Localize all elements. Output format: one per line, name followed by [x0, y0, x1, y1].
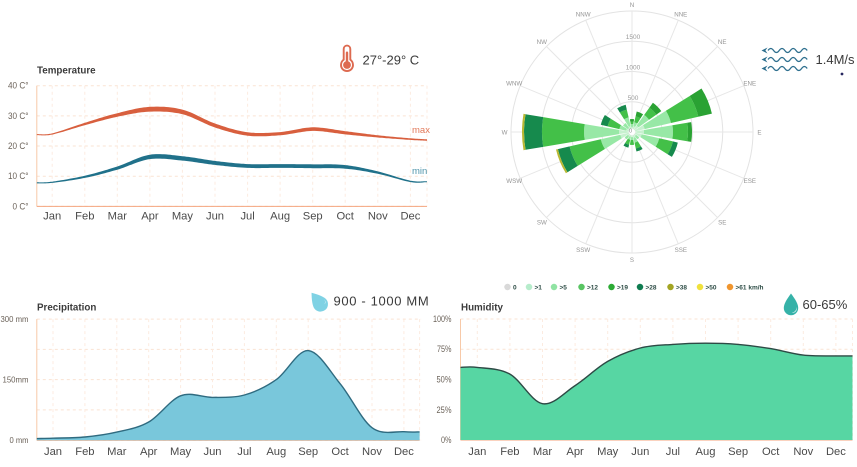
svg-text:Oct: Oct	[762, 446, 780, 458]
svg-text:Dec: Dec	[394, 446, 414, 458]
svg-text:40 C°: 40 C°	[8, 81, 29, 91]
svg-text:min: min	[412, 166, 427, 177]
svg-text:Dec: Dec	[400, 211, 420, 223]
svg-text:0: 0	[629, 129, 632, 135]
svg-text:0 mm: 0 mm	[10, 435, 29, 445]
svg-text:10 C°: 10 C°	[8, 171, 29, 181]
svg-text:NW: NW	[537, 39, 547, 46]
svg-text:NNW: NNW	[576, 12, 591, 19]
svg-text:60-65%: 60-65%	[803, 297, 848, 312]
svg-text:>5: >5	[560, 285, 568, 292]
svg-text:100%: 100%	[433, 314, 452, 324]
svg-text:>19: >19	[617, 285, 628, 292]
svg-text:1500: 1500	[626, 34, 641, 41]
svg-text:500: 500	[628, 95, 639, 102]
svg-text:30 C°: 30 C°	[8, 111, 29, 121]
svg-text:>50: >50	[706, 285, 717, 292]
svg-text:25%: 25%	[437, 405, 452, 415]
svg-text:900 - 1000 MM: 900 - 1000 MM	[334, 294, 430, 309]
svg-text:May: May	[597, 446, 619, 458]
svg-text:Aug: Aug	[266, 446, 286, 458]
svg-text:Apr: Apr	[141, 211, 159, 223]
svg-text:NNE: NNE	[674, 12, 687, 19]
svg-text:150mm: 150mm	[3, 375, 29, 385]
svg-text:Jun: Jun	[206, 211, 224, 223]
svg-text:Humidity: Humidity	[461, 303, 503, 314]
svg-text:0 C°: 0 C°	[13, 201, 29, 211]
svg-text:20 C°: 20 C°	[8, 141, 29, 151]
svg-text:Nov: Nov	[368, 211, 388, 223]
svg-text:SSE: SSE	[675, 247, 687, 254]
svg-text:1000: 1000	[626, 65, 641, 72]
svg-text:Precipitation: Precipitation	[37, 303, 96, 314]
svg-text:max: max	[412, 125, 430, 136]
svg-text:ENE: ENE	[743, 81, 756, 88]
svg-text:>61 km/h: >61 km/h	[736, 285, 764, 292]
svg-text:>28: >28	[646, 285, 657, 292]
svg-text:N: N	[630, 2, 634, 9]
svg-text:300 mm: 300 mm	[1, 314, 29, 324]
svg-text:>1: >1	[535, 285, 543, 292]
svg-text:Sep: Sep	[728, 446, 748, 458]
svg-text:May: May	[172, 211, 194, 223]
svg-text:Jun: Jun	[631, 446, 649, 458]
svg-text:0: 0	[513, 285, 517, 292]
svg-text:Jan: Jan	[43, 211, 61, 223]
svg-text:Aug: Aug	[270, 211, 290, 223]
svg-text:Apr: Apr	[140, 446, 158, 458]
svg-text:NE: NE	[718, 39, 727, 46]
svg-text:Jan: Jan	[44, 446, 62, 458]
svg-text:WNW: WNW	[506, 81, 522, 88]
svg-text:1.4M/s: 1.4M/s	[816, 52, 856, 67]
svg-text:Nov: Nov	[362, 446, 382, 458]
svg-text:ESE: ESE	[744, 178, 756, 185]
svg-text:Apr: Apr	[566, 446, 584, 458]
svg-text:Mar: Mar	[533, 446, 553, 458]
svg-text:S: S	[630, 257, 634, 264]
svg-text:WSW: WSW	[506, 178, 522, 185]
svg-text:Aug: Aug	[696, 446, 716, 458]
svg-text:SSW: SSW	[576, 247, 590, 254]
svg-text:Oct: Oct	[331, 446, 349, 458]
svg-text:>38: >38	[676, 285, 687, 292]
svg-text:Dec: Dec	[826, 446, 846, 458]
svg-text:50%: 50%	[437, 375, 452, 385]
svg-text:SW: SW	[537, 220, 547, 227]
svg-text:W: W	[502, 129, 508, 136]
svg-text:Mar: Mar	[108, 211, 128, 223]
svg-text:Feb: Feb	[500, 446, 519, 458]
svg-text:Jan: Jan	[468, 446, 486, 458]
svg-text:27°-29° C: 27°-29° C	[363, 53, 420, 68]
svg-text:75%: 75%	[437, 344, 452, 354]
svg-text:Jul: Jul	[240, 211, 254, 223]
svg-text:0%: 0%	[441, 435, 452, 445]
svg-text:Temperature: Temperature	[37, 66, 96, 77]
svg-text:May: May	[170, 446, 192, 458]
svg-text:Jun: Jun	[203, 446, 221, 458]
svg-text:>12: >12	[587, 285, 598, 292]
svg-text:Sep: Sep	[303, 211, 323, 223]
svg-text:Feb: Feb	[75, 211, 94, 223]
svg-text:Jul: Jul	[237, 446, 251, 458]
svg-text:Jul: Jul	[666, 446, 680, 458]
svg-text:Oct: Oct	[336, 211, 354, 223]
svg-text:Feb: Feb	[75, 446, 94, 458]
svg-text:Sep: Sep	[298, 446, 318, 458]
svg-text:Nov: Nov	[793, 446, 813, 458]
svg-text:Mar: Mar	[107, 446, 127, 458]
svg-text:E: E	[757, 129, 761, 136]
svg-text:SE: SE	[718, 220, 726, 227]
